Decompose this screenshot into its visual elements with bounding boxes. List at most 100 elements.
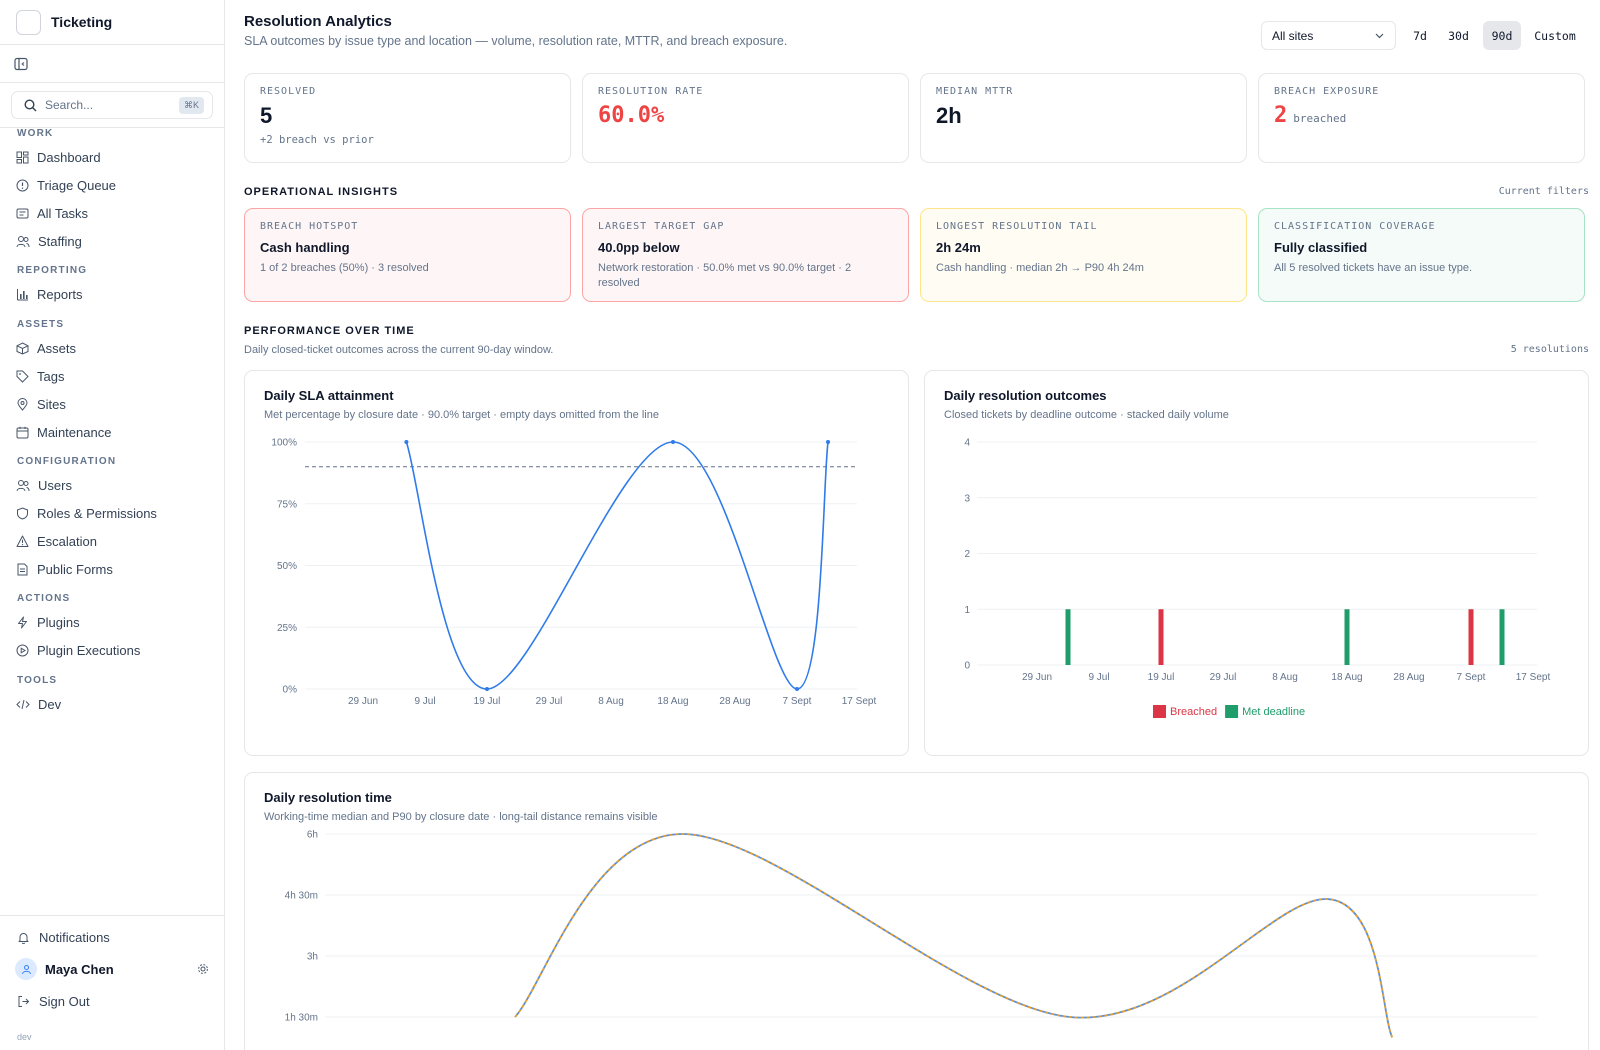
x-tick-label: 7 Sept bbox=[783, 696, 812, 707]
sidebar-toggle-icon[interactable] bbox=[14, 57, 28, 71]
main-content: Resolution Analytics SLA outcomes by iss… bbox=[225, 0, 1600, 1050]
range-30d-button[interactable]: 30d bbox=[1448, 28, 1469, 43]
kpi-resolution-rate: RESOLUTION RATE 60.0% bbox=[582, 73, 909, 163]
x-tick-label: 18 Aug bbox=[657, 696, 688, 707]
sla-data-point bbox=[485, 687, 489, 691]
insight-detail: 1 of 2 breaches (50%) · 3 resolved bbox=[260, 262, 429, 274]
sidebar-item-plugin-executions[interactable]: Plugin Executions bbox=[0, 636, 225, 664]
sidebar-item-maintenance[interactable]: Maintenance bbox=[0, 418, 225, 446]
range-90d-button[interactable]: 90d bbox=[1483, 21, 1521, 50]
sidebar-item-label: All Tasks bbox=[37, 205, 89, 221]
chevron-down-icon bbox=[1375, 33, 1384, 39]
insight-label: LONGEST RESOLUTION TAIL bbox=[936, 221, 1098, 232]
performance-title: PERFORMANCE OVER TIME bbox=[244, 325, 415, 337]
breached-bar bbox=[1468, 609, 1474, 665]
sidebar-item-label: Plugins bbox=[37, 614, 80, 630]
sidebar-item-label: Tags bbox=[37, 368, 65, 384]
insight-breach-hotspot: BREACH HOTSPOT Cash handling 1 of 2 brea… bbox=[244, 208, 571, 302]
sidebar-item-escalation[interactable]: Escalation bbox=[0, 527, 225, 555]
nav-tools: TOOLS Dev bbox=[0, 672, 225, 718]
y-tick-label: 4 bbox=[964, 438, 970, 449]
y-tick-label: 3 bbox=[964, 493, 970, 504]
site-filter-select[interactable]: All sites bbox=[1261, 21, 1396, 50]
x-tick-label: 8 Aug bbox=[1272, 672, 1298, 683]
sidebar-item-label: Escalation bbox=[37, 533, 97, 549]
dashboard-icon bbox=[16, 151, 29, 163]
x-tick-label: 28 Aug bbox=[1393, 672, 1424, 683]
y-tick-label: 6h bbox=[307, 830, 318, 841]
app-name: Ticketing bbox=[51, 14, 113, 30]
x-tick-label: 9 Jul bbox=[1088, 672, 1109, 683]
sidebar-item-label: Public Forms bbox=[37, 561, 113, 577]
sign-out-icon bbox=[18, 995, 30, 1007]
sidebar-item-public-forms[interactable]: Public Forms bbox=[0, 555, 225, 583]
sidebar-item-dashboard[interactable]: Dashboard bbox=[0, 143, 225, 171]
y-tick-label: 75% bbox=[277, 499, 297, 510]
legend-label: Met deadline bbox=[1242, 706, 1305, 718]
sidebar: Ticketing Search... ⌘K WORK Dashboard Tr… bbox=[0, 0, 225, 1050]
x-tick-label: 9 Jul bbox=[414, 696, 435, 707]
y-tick-label: 0 bbox=[964, 661, 970, 672]
y-tick-label: 2 bbox=[964, 549, 970, 560]
sla-chart-card: 0% 25% 50% 75% 100% 29 Jun 9 Jul 19 Jul 29 Jul 8 … bbox=[244, 370, 909, 756]
x-tick-label: 8 Aug bbox=[598, 696, 624, 707]
legend-swatch bbox=[1225, 705, 1239, 718]
sidebar-item-label: Dashboard bbox=[37, 149, 101, 165]
kpi-label: RESOLUTION RATE bbox=[598, 86, 704, 97]
search-shortcut: ⌘K bbox=[178, 96, 204, 114]
nav-heading-assets: ASSETS bbox=[17, 319, 65, 330]
sidebar-item-roles-permissions[interactable]: Roles & Permissions bbox=[0, 499, 225, 527]
search-icon bbox=[24, 98, 37, 111]
sidebar-item-tags[interactable]: Tags bbox=[0, 362, 225, 390]
sidebar-item-plugins[interactable]: Plugins bbox=[0, 608, 225, 636]
brand[interactable]: Ticketing bbox=[0, 0, 224, 45]
user-name: Maya Chen bbox=[45, 961, 114, 977]
sidebar-item-label: Users bbox=[38, 477, 72, 493]
nav-configuration: CONFIGURATION Users Roles & Permissions … bbox=[0, 453, 225, 583]
sidebar-item-label: Reports bbox=[37, 286, 83, 302]
sidebar-item-sites[interactable]: Sites bbox=[0, 390, 225, 418]
sidebar-item-users[interactable]: Users bbox=[0, 471, 225, 499]
x-tick-label: 29 Jul bbox=[1210, 672, 1237, 683]
chart-title: Daily resolution outcomes bbox=[944, 388, 1107, 403]
x-tick-label: 29 Jul bbox=[536, 696, 563, 707]
resolution-time-chart: 6h 4h 30m 3h 1h 30m bbox=[285, 830, 1537, 1038]
page-title: Resolution Analytics bbox=[244, 13, 392, 30]
sidebar-item-dev[interactable]: Dev bbox=[0, 690, 225, 718]
sidebar-item-label: Maintenance bbox=[37, 424, 112, 440]
nav-heading-work: WORK bbox=[17, 128, 54, 139]
range-7d-button[interactable]: 7d bbox=[1413, 28, 1427, 43]
search-input[interactable]: Search... ⌘K bbox=[11, 91, 213, 119]
chart-subtitle: Closed tickets by deadline outcome · sta… bbox=[944, 409, 1229, 421]
sidebar-item-reports[interactable]: Reports bbox=[0, 280, 225, 308]
y-tick-label: 25% bbox=[277, 623, 297, 634]
sidebar-item-assets[interactable]: Assets bbox=[0, 334, 225, 362]
sidebar-item-all-tasks[interactable]: All Tasks bbox=[0, 199, 225, 227]
calendar-icon bbox=[16, 426, 29, 438]
x-tick-label: 19 Jul bbox=[1148, 672, 1175, 683]
gear-icon[interactable] bbox=[197, 963, 209, 975]
notifications-label: Notifications bbox=[39, 929, 110, 945]
sidebar-item-staffing[interactable]: Staffing bbox=[0, 227, 225, 255]
tag-icon bbox=[16, 370, 29, 383]
outcomes-chart: 0 1 2 3 4 29 Jun 9 Jul 19 Jul 29 Jul 8 Aug 18 Aug 2… bbox=[964, 438, 1550, 718]
x-tick-label: 29 Jun bbox=[348, 696, 378, 707]
notifications-link[interactable]: Notifications bbox=[0, 922, 225, 952]
sidebar-footer: Notifications Maya Chen Sign Out dev bbox=[0, 915, 225, 1050]
kpi-value: 2h bbox=[936, 103, 962, 128]
met-bar bbox=[1065, 609, 1071, 665]
insight-target-gap: LARGEST TARGET GAP 40.0pp below Network … bbox=[582, 208, 909, 302]
range-custom-button[interactable]: Custom bbox=[1534, 28, 1576, 43]
insight-label: CLASSIFICATION COVERAGE bbox=[1274, 221, 1436, 232]
user-row[interactable]: Maya Chen bbox=[0, 952, 225, 986]
nav-assets: ASSETS Assets Tags Sites Maintenance bbox=[0, 316, 225, 446]
performance-count: 5 resolutions bbox=[1510, 344, 1589, 355]
sidebar-item-triage-queue[interactable]: Triage Queue bbox=[0, 171, 225, 199]
user-icon bbox=[21, 964, 31, 974]
y-tick-label: 100% bbox=[271, 438, 297, 449]
tasks-icon bbox=[16, 208, 29, 218]
met-bar bbox=[1499, 609, 1505, 665]
sign-out-button[interactable]: Sign Out bbox=[0, 986, 225, 1016]
alert-circle-icon bbox=[16, 179, 29, 191]
kpi-resolved: RESOLVED 5 +2 breach vs prior bbox=[244, 73, 571, 163]
